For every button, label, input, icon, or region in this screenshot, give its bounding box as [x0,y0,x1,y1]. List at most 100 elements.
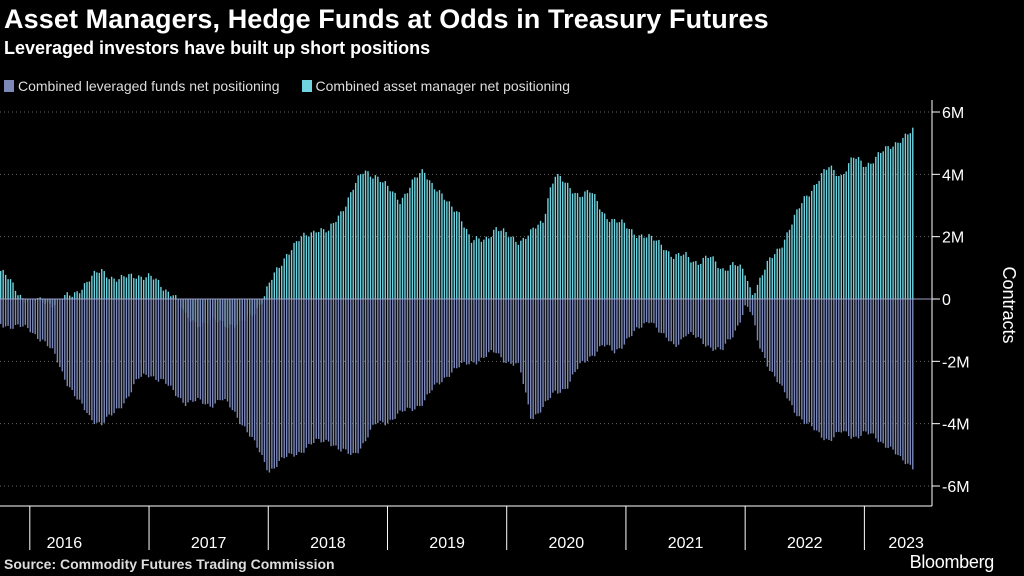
asset-manager-bar [130,273,133,299]
asset-manager-bar [115,281,118,299]
leveraged-funds-bar [184,299,187,406]
asset-manager-bars [0,127,914,328]
chart-subtitle: Leveraged investors have built up short … [4,38,431,58]
leveraged-funds-bar [884,299,887,448]
asset-manager-bar [409,187,411,299]
leveraged-funds-bar [520,299,522,373]
leveraged-funds-bar [793,299,796,413]
leveraged-funds-bar [653,299,655,324]
leveraged-funds-bar [517,299,520,363]
leveraged-funds-bar [182,299,184,403]
asset-manager-bar [485,236,488,299]
leveraged-funds-bar [897,299,899,456]
asset-manager-bar [811,190,813,299]
leveraged-funds-bar [231,299,234,411]
x-tick-label: 2019 [429,535,465,552]
leveraged-funds-bar [850,299,852,439]
asset-manager-bar [66,292,68,299]
asset-manager-bar [345,206,347,299]
leveraged-funds-bar [761,299,764,353]
asset-manager-bar [91,275,93,299]
asset-manager-bar [2,269,4,299]
asset-manager-bar [71,296,73,299]
asset-manager-bar [801,203,803,299]
asset-manager-bar [635,238,638,299]
asset-manager-bar [840,174,842,299]
asset-manager-bar [806,195,808,299]
asset-manager-bar [744,275,746,299]
asset-manager-bar [19,294,22,299]
leveraged-funds-bar [115,299,118,409]
asset-manager-bar [902,137,904,299]
leveraged-funds-bar [155,299,157,380]
leveraged-funds-bar [288,299,290,454]
asset-manager-bar [616,222,618,299]
leveraged-funds-bar [613,299,616,354]
leveraged-funds-bar [88,299,91,416]
asset-manager-bar [384,181,386,299]
asset-manager-bar [623,222,626,299]
leveraged-funds-bar [86,299,88,413]
leveraged-funds-bar [256,299,258,448]
leveraged-funds-bar [860,299,862,436]
leveraged-funds-bar [803,299,806,425]
asset-manager-bar [771,258,773,299]
leveraged-funds-bar [214,299,216,404]
asset-manager-bar [613,219,616,299]
asset-manager-bar [490,236,492,299]
asset-manager-bar [603,213,606,299]
leveraged-funds-bar [152,299,155,377]
legend-label-asset-manager: Combined asset manager net positioning [315,78,571,94]
leveraged-funds-bar [177,299,179,398]
leveraged-funds-bar [160,299,162,379]
leveraged-funds-bar [786,299,788,399]
leveraged-funds-bar [638,299,640,329]
leveraged-funds-bar [426,299,428,395]
leveraged-funds-bar [2,299,4,328]
asset-manager-bar [571,193,574,299]
leveraged-funds-bar [179,299,182,399]
asset-manager-bar [278,267,280,299]
leveraged-funds-bar [796,299,798,417]
leveraged-funds-bar [165,299,167,384]
leveraged-funds-bar [734,299,736,331]
leveraged-funds-bar [522,299,524,385]
asset-manager-bar [263,296,266,299]
leveraged-funds-bar [465,299,468,365]
asset-manager-bar [892,146,894,299]
asset-manager-bar [396,199,399,299]
asset-manager-bar [470,242,473,299]
leveraged-funds-bar [603,299,606,347]
leveraged-funds-bar [320,299,322,443]
leveraged-funds-bar [823,299,825,441]
leveraged-funds-bar [266,299,268,471]
leveraged-funds-bar [554,299,557,391]
asset-manager-bar [414,177,416,299]
leveraged-funds-bar [505,299,507,364]
leveraged-funds-bar [197,299,199,398]
source-note: Source: Commodity Futures Trading Commis… [4,556,335,572]
leveraged-funds-bar [571,299,574,375]
asset-manager-bar [746,281,749,299]
asset-manager-bar [783,239,786,299]
asset-manager-bar [438,190,441,299]
asset-manager-bar [875,156,877,299]
asset-manager-bar [534,228,537,299]
asset-manager-bar [564,182,566,299]
leveraged-funds-bar [695,299,697,338]
asset-manager-bar [677,253,680,299]
asset-manager-bar [643,237,645,299]
leveraged-funds-bar [423,299,426,401]
leveraged-funds-bar [441,299,443,383]
leveraged-funds-bar [81,299,83,404]
leveraged-funds-bar [700,299,702,339]
asset-manager-bar [377,176,379,299]
leveraged-funds-bar [345,299,347,450]
leveraged-funds-bar [244,299,246,427]
leveraged-funds-bar [470,299,473,362]
leveraged-funds-bar [9,299,12,329]
leveraged-funds-bar [766,299,769,367]
asset-manager-bar [586,190,589,299]
leveraged-funds-bar [22,299,24,327]
